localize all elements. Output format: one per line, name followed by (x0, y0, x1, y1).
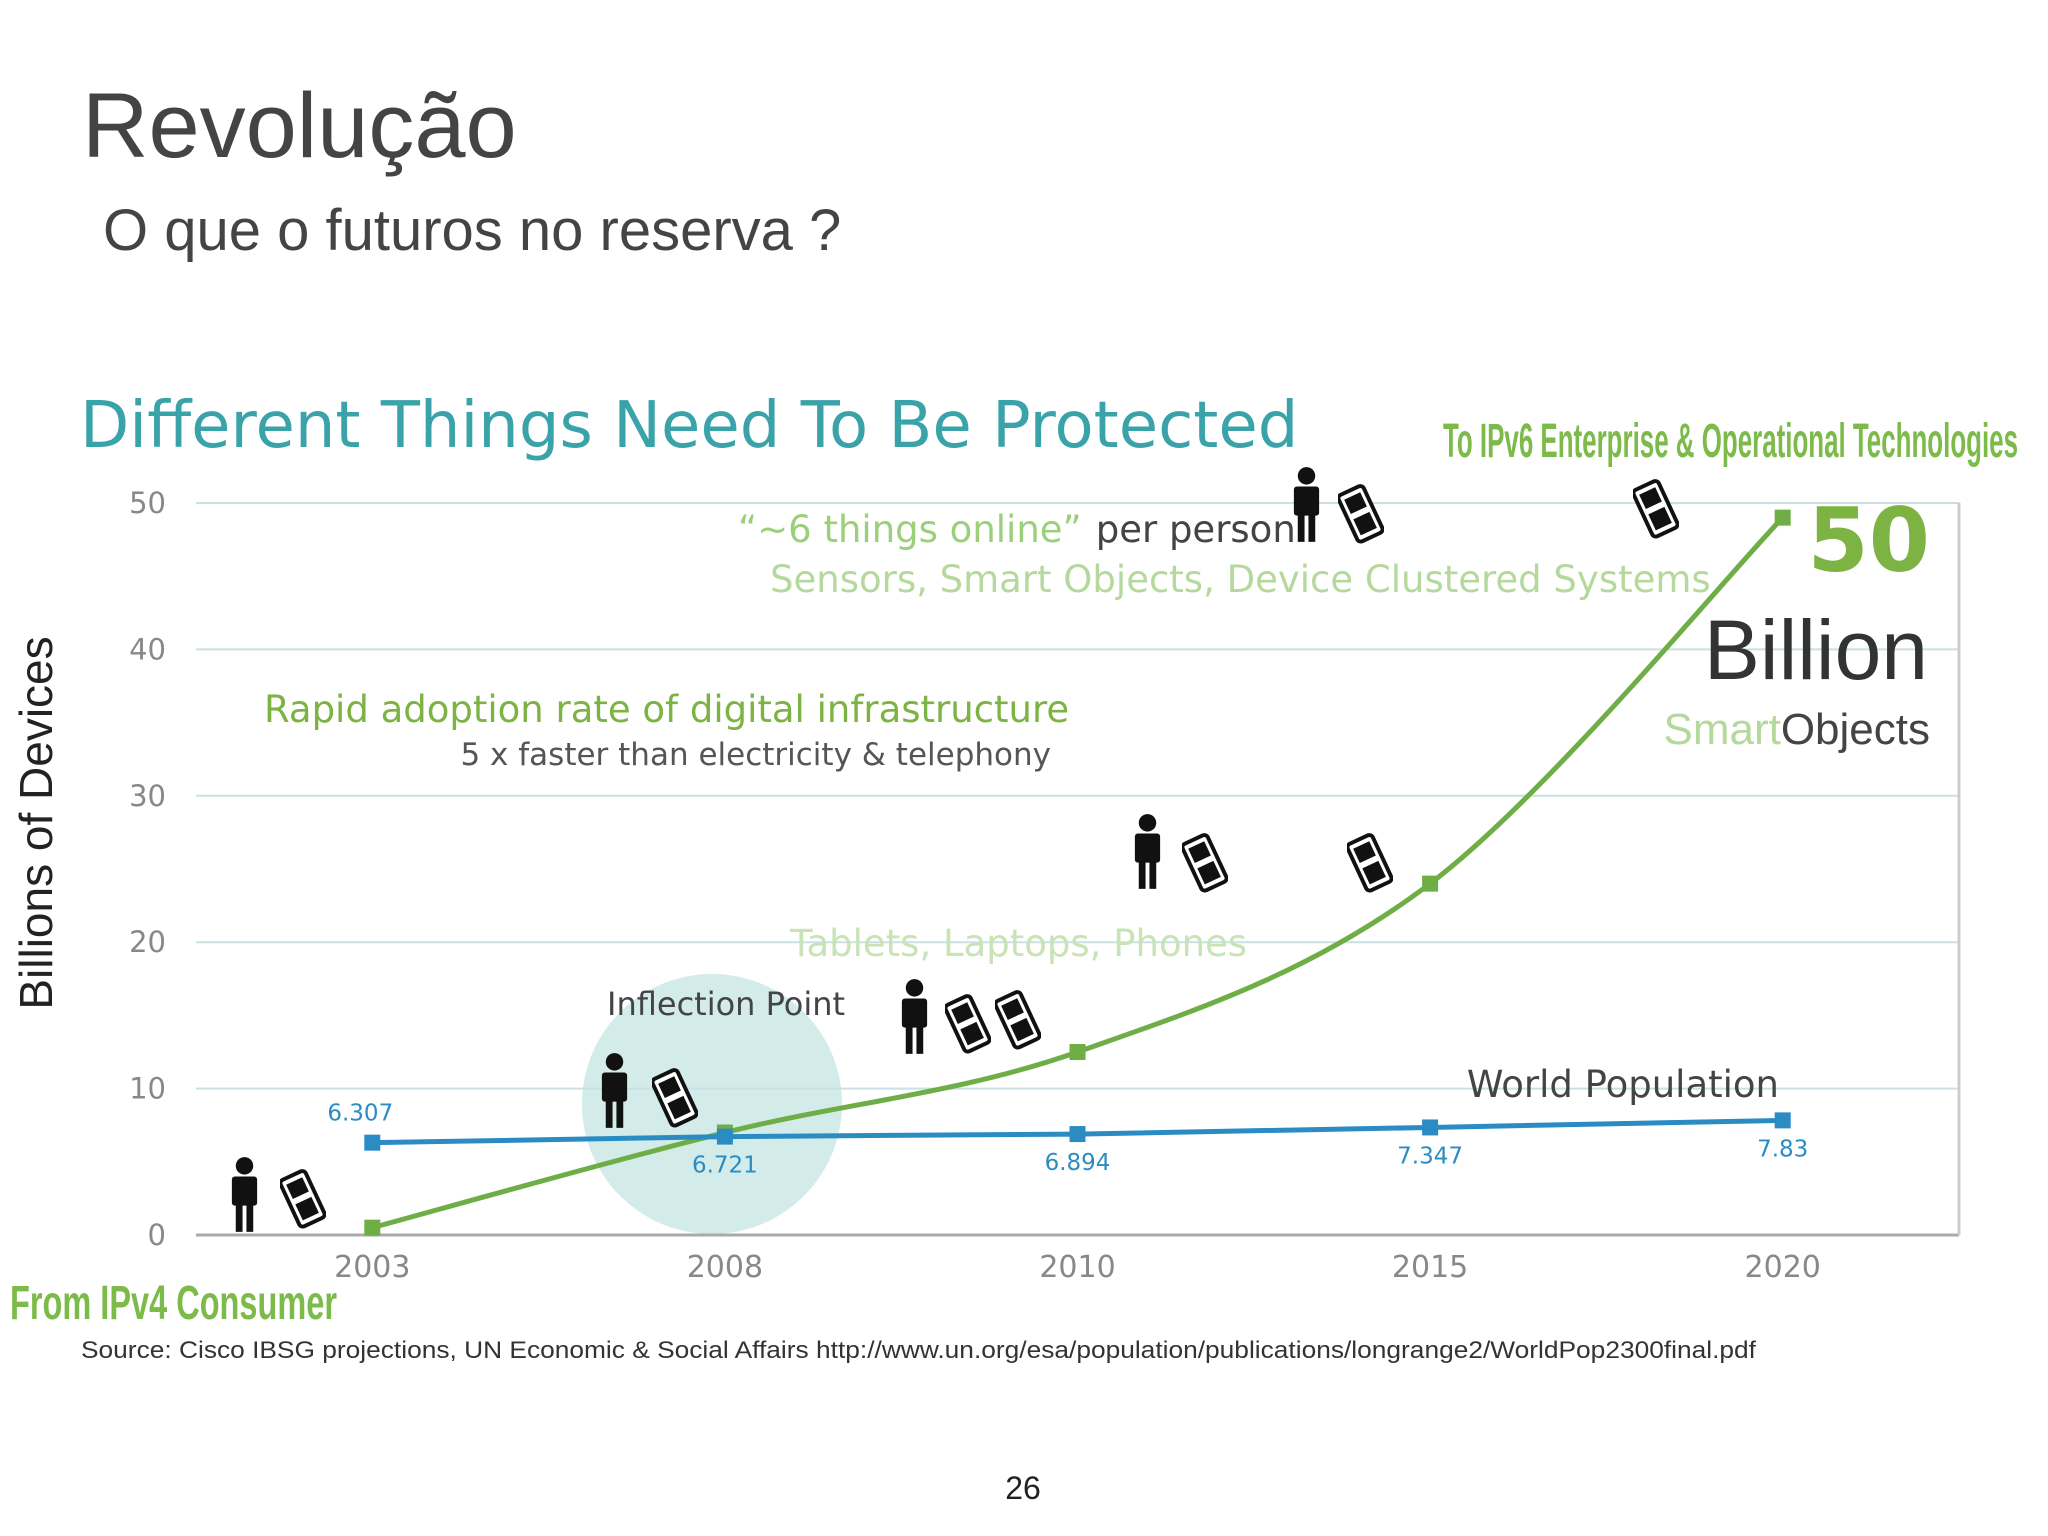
y-tick-label: 50 (129, 486, 166, 520)
annotation: “~6 things online” per person (738, 508, 1296, 551)
annotation-part: Objects (1781, 705, 1930, 754)
point-marker (1422, 1119, 1439, 1136)
chart-title: Different Things Need To Be Protected (80, 389, 1298, 463)
y-tick-label: 40 (129, 632, 166, 666)
y-tick-label: 0 (148, 1218, 166, 1252)
annotation: Rapid adoption rate of digital infrastru… (264, 688, 1069, 731)
point-marker (1069, 1044, 1086, 1060)
page-number: 26 (1005, 1470, 1041, 1506)
inflection-highlight (582, 974, 842, 1234)
x-tick-label: 2020 (1745, 1250, 1821, 1285)
y-tick-label: 30 (129, 779, 166, 813)
annotation: Inflection Point (607, 985, 845, 1023)
data-label: 6.894 (1045, 1150, 1111, 1176)
x-tick-label: 2015 (1392, 1250, 1468, 1285)
annotation-part: Smart (1663, 705, 1780, 754)
annotation: 50 (1808, 489, 1930, 592)
y-axis-label: Billions of Devices (10, 636, 62, 1009)
y-tick-label: 20 (129, 925, 166, 959)
y-tick-label: 10 (129, 1072, 166, 1106)
slide-subtitle: O que o futuros no reserva ? (103, 198, 841, 263)
series-line (371, 515, 1785, 1231)
point-marker (1069, 1126, 1086, 1143)
chart-background (8, 385, 2018, 1375)
annotation-part: per person (1096, 508, 1296, 551)
x-tick-label: 2008 (687, 1250, 763, 1285)
point-marker (716, 1128, 733, 1145)
point-marker (1774, 1112, 1791, 1129)
point-marker (364, 1134, 381, 1151)
source-note: Source: Cisco IBSG projections, UN Econo… (81, 1337, 1756, 1364)
annotation: Tablets, Laptops, Phones (789, 922, 1247, 965)
data-label: 6.721 (692, 1153, 758, 1179)
series-label: World Population (1467, 1063, 1779, 1106)
annotation: From IPv4 Consumer (10, 1277, 337, 1330)
x-tick-label: 2010 (1039, 1250, 1115, 1285)
data-label: 7.83 (1757, 1136, 1808, 1162)
slide-title: Revolução (82, 75, 517, 177)
annotation: Sensors, Smart Objects, Device Clustered… (770, 558, 1711, 601)
x-tick-label: 2003 (334, 1250, 410, 1285)
annotation: 5 x faster than electricity & telephony (460, 737, 1051, 773)
annotation: SmartObjects (1663, 705, 1930, 754)
annotation: To IPv6 Enterprise & Operational Technol… (1443, 415, 2018, 468)
plot: 0 10 20 30 40 50 2003 2008 2010 2015 2020 6.307 6.72… (129, 486, 1961, 1285)
point-marker (1422, 875, 1439, 892)
point-marker (364, 1219, 381, 1236)
point-marker (1774, 509, 1791, 526)
data-label: 6.307 (327, 1101, 393, 1127)
annotation-part: “~6 things online” (738, 508, 1082, 551)
annotation: Billion (1704, 603, 1928, 697)
data-label: 7.347 (1397, 1143, 1463, 1169)
